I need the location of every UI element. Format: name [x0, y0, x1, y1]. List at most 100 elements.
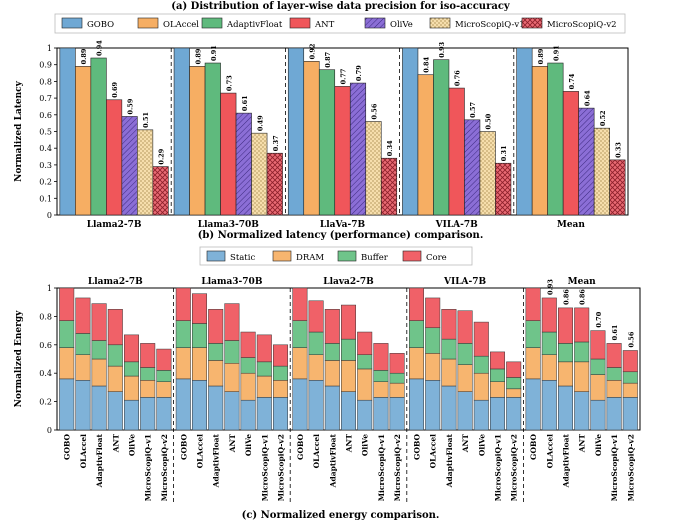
seg-static-microscopiq-v1-llama3-70b [256, 397, 272, 431]
seg-buffer-microscopiq-v1-llama3-70b [256, 361, 272, 377]
y-tick-label: 1 [47, 284, 52, 293]
bar-gobo-llava-7b [287, 47, 305, 216]
seg-static-microscopiq-v1-vila-7b [490, 397, 505, 431]
seg-static-gobo-llama2-7b [59, 378, 75, 431]
bar-label-microscopiq-v2-llama2-7b: MicroScopiQ-v2 [160, 434, 169, 501]
data-label-olive-llama3-70b: 0.61 [241, 95, 249, 111]
legend-label-ant: ANT [314, 20, 335, 30]
bar-ant-llama2-7b [106, 99, 123, 216]
seg-core-adaptivfloat-llava2-7b [324, 309, 340, 344]
bar-olive-mean [578, 107, 595, 216]
bar-olive-llava-7b [349, 82, 367, 216]
seg-buffer-ant-llava2-7b [341, 338, 356, 361]
bar-microscopiq-v2-llama3-70b [266, 152, 283, 216]
caption-c: (c) Normalized energy comparison. [241, 510, 440, 521]
seg-static-olaccel-mean [541, 380, 557, 431]
seg-core-microscopiq-v1-vila-7b [490, 351, 505, 370]
seg-buffer-olive-vila-7b [473, 355, 489, 374]
seg-buffer-olive-llava2-7b [357, 354, 373, 370]
seg-static-olive-vila-7b [473, 399, 489, 431]
bar-microscopiq-v1-vila-7b [479, 131, 496, 216]
data-label-ant-llava-7b: 0.77 [340, 69, 348, 85]
legend-swatch-microscopiq-v2 [521, 17, 543, 29]
seg-dram-gobo-vila-7b [409, 347, 424, 380]
seg-dram-olaccel-mean [541, 354, 557, 381]
legend-energy: Static DRAM Buffer Core [199, 246, 473, 266]
group-title-llama2-7b: Llama2-7B [88, 277, 143, 287]
data-label-olaccel-llama2-7b: 0.89 [80, 48, 88, 64]
seg-core-ant-llama2-7b [107, 309, 123, 346]
seg-static-olaccel-vila-7b [425, 380, 441, 431]
seg-dram-olaccel-llava2-7b [308, 354, 324, 381]
bar-microscopiq-v1-mean [593, 127, 610, 216]
seg-core-microscopiq-v1-llama3-70b [256, 334, 272, 363]
y-tick-label: 0 [47, 426, 52, 435]
bar-label-microscopiq-v1-vila-7b: MicroScopiQ-v1 [494, 434, 503, 501]
bar-label-microscopiq-v1-mean: MicroScopiQ-v1 [610, 434, 619, 501]
bar-microscopiq-v2-llava-7b [380, 157, 398, 216]
seg-static-adaptivfloat-llama3-70b [208, 385, 224, 431]
seg-dram-adaptivfloat-vila-7b [441, 358, 457, 387]
total-label-adaptivfloat-mean: 0.86 [563, 289, 571, 305]
seg-dram-olive-mean [590, 374, 606, 401]
seg-dram-microscopiq-v1-llama2-7b [140, 380, 156, 398]
seg-core-microscopiq-v1-llava2-7b [373, 343, 389, 371]
y-tick-label: 0.9 [39, 61, 52, 70]
legend-swatch-gobo [61, 17, 83, 29]
seg-buffer-adaptivfloat-vila-7b [441, 338, 457, 360]
data-label-olive-llava-7b: 0.79 [355, 65, 363, 81]
y-axis-label: Normalized Energy [14, 310, 24, 408]
bar-olive-llama2-7b [121, 116, 138, 216]
seg-core-gobo-llama2-7b [59, 287, 75, 321]
data-label-olaccel-llava-7b: 0.92 [309, 44, 317, 60]
seg-static-microscopiq-v2-mean [622, 397, 638, 431]
seg-core-gobo-mean [525, 287, 541, 321]
data-label-adaptivfloat-llama2-7b: 0.94 [96, 40, 104, 56]
data-label-microscopiq-v2-llama3-70b: 0.37 [272, 135, 280, 151]
seg-buffer-gobo-llama3-70b [175, 320, 191, 348]
seg-buffer-microscopiq-v2-vila-7b [506, 377, 522, 390]
seg-buffer-microscopiq-v2-llama3-70b [273, 365, 288, 381]
seg-dram-microscopiq-v2-llava2-7b [389, 382, 405, 398]
seg-buffer-microscopiq-v2-mean [622, 371, 638, 384]
y-tick-label: 0.6 [39, 111, 52, 120]
seg-buffer-ant-vila-7b [457, 343, 473, 365]
seg-core-microscopiq-v2-mean [622, 350, 638, 373]
seg-static-ant-mean [574, 391, 590, 431]
bar-label-ant-llava2-7b: ANT [345, 434, 354, 454]
seg-core-microscopiq-v2-llama3-70b [273, 344, 288, 367]
seg-static-ant-llama2-7b [107, 391, 123, 431]
seg-static-adaptivfloat-vila-7b [441, 385, 457, 431]
seg-buffer-olaccel-llama2-7b [75, 333, 91, 355]
data-label-microscopiq-v1-vila-7b: 0.50 [485, 113, 493, 129]
seg-core-microscopiq-v2-llava2-7b [389, 353, 405, 374]
seg-static-microscopiq-v1-llama2-7b [140, 397, 156, 431]
legend-frame [54, 13, 626, 34]
data-label-microscopiq-v1-mean: 0.52 [599, 110, 607, 126]
data-label-microscopiq-v2-mean: 0.33 [614, 142, 622, 158]
seg-dram-adaptivfloat-llava2-7b [324, 360, 340, 387]
legend-latency: GOBO OLAccel AdaptivFloat ANT OliVe MicroScop… [54, 13, 626, 34]
seg-static-gobo-mean [525, 378, 541, 431]
seg-static-microscopiq-v1-llava2-7b [373, 397, 389, 431]
group-title-vila-7b: VILA-7B [443, 277, 487, 287]
bar-label-ant-llama2-7b: ANT [111, 434, 120, 454]
seg-core-microscopiq-v1-mean [606, 343, 622, 368]
seg-static-olaccel-llama2-7b [75, 380, 91, 431]
legend-label-microscopiq-v2: MicroScopiQ-v2 [547, 20, 617, 30]
category-label-llama3-70b: Llama3-70B [198, 220, 259, 230]
bar-adaptivfloat-llava-7b [318, 69, 336, 216]
bar-ant-llava-7b [334, 86, 351, 216]
total-label-microscopiq-v1-mean: 0.61 [611, 325, 619, 341]
seg-static-olive-llama2-7b [124, 399, 139, 431]
seg-dram-ant-llava2-7b [341, 360, 356, 392]
legend-label-core: Core [426, 253, 447, 263]
total-label-olive-mean: 0.70 [595, 311, 603, 327]
seg-buffer-olive-llama3-70b [240, 357, 256, 374]
y-tick-label: 0.4 [39, 369, 52, 378]
bar-label-microscopiq-v1-llama2-7b: MicroScopiQ-v1 [144, 434, 153, 501]
y-tick-label: 0.5 [39, 128, 52, 137]
seg-dram-gobo-llama2-7b [59, 347, 75, 380]
seg-buffer-olaccel-llama3-70b [192, 323, 207, 348]
seg-buffer-olaccel-mean [541, 331, 557, 355]
